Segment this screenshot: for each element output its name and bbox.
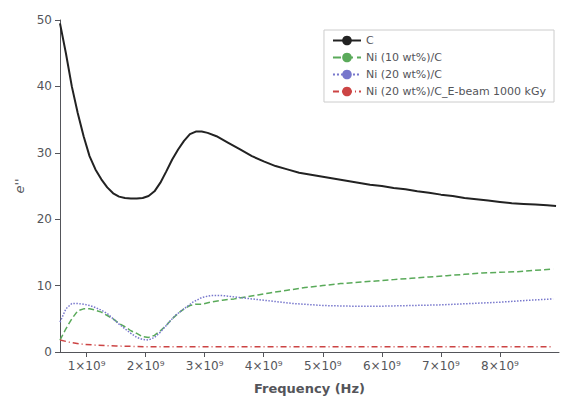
svg-text:10: 10 — [37, 279, 52, 293]
svg-text:6×10⁹: 6×10⁹ — [363, 359, 401, 373]
svg-text:e'': e'' — [12, 178, 27, 193]
svg-text:2×10⁹: 2×10⁹ — [127, 359, 165, 373]
svg-text:C: C — [366, 34, 374, 47]
svg-text:30: 30 — [37, 146, 52, 160]
svg-text:Ni (20 wt%)/C: Ni (20 wt%)/C — [366, 68, 442, 81]
svg-text:Ni (20 wt%)/C_E-beam 1000 kGy: Ni (20 wt%)/C_E-beam 1000 kGy — [366, 85, 547, 98]
svg-text:20: 20 — [37, 212, 52, 226]
svg-text:40: 40 — [37, 79, 52, 93]
svg-text:8×10⁹: 8×10⁹ — [481, 359, 519, 373]
svg-text:4×10⁹: 4×10⁹ — [245, 359, 283, 373]
svg-text:0: 0 — [44, 345, 52, 359]
svg-text:5×10⁹: 5×10⁹ — [304, 359, 342, 373]
svg-text:7×10⁹: 7×10⁹ — [422, 359, 460, 373]
svg-text:Frequency (Hz): Frequency (Hz) — [254, 381, 365, 396]
svg-text:50: 50 — [37, 13, 52, 27]
svg-text:1×10⁹: 1×10⁹ — [68, 359, 106, 373]
svg-text:3×10⁹: 3×10⁹ — [186, 359, 224, 373]
svg-text:Ni (10 wt%)/C: Ni (10 wt%)/C — [366, 51, 442, 64]
